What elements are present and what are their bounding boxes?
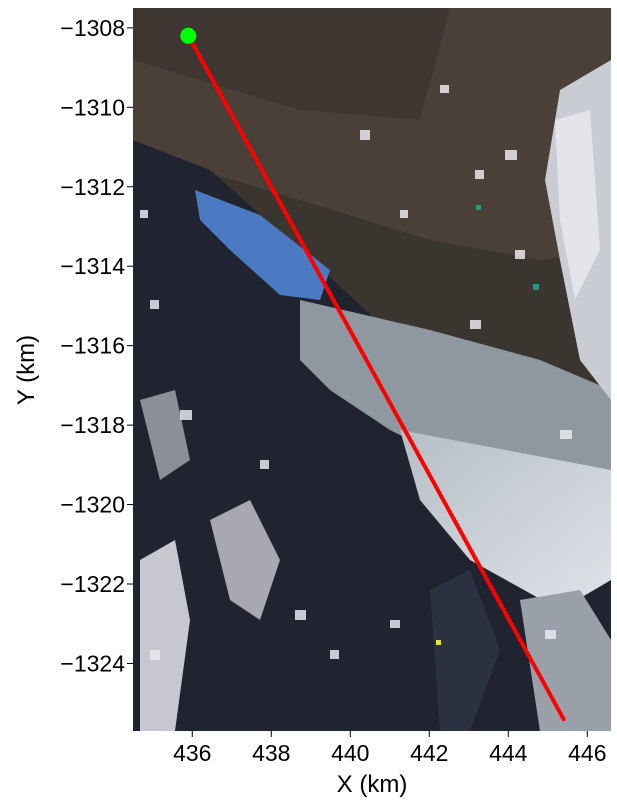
y-tick-label: −1316 [60,333,125,359]
x-tick-label: 444 [489,740,528,766]
y-tick-label: −1310 [60,94,125,120]
y-axis-label: Y (km) [13,335,40,405]
y-tick-label: −1324 [60,650,125,676]
x-axis-label: X (km) [337,771,408,798]
profile-marks [180,27,566,722]
x-tick-label: 446 [568,740,606,766]
satellite-imagery [133,8,611,731]
y-tick-label: −1308 [60,15,125,41]
x-tick-label: 440 [331,740,369,766]
x-tick-label: 442 [410,740,448,766]
x-axis-ticks: 436 438 440 442 444 446 [173,731,606,766]
y-tick-label: −1312 [60,174,125,200]
y-tick-label: −1320 [60,492,125,518]
x-tick-label: 436 [173,740,211,766]
y-axis-ticks: −1308 −1310 −1312 −1314 −1316 −1318 −1320 −1322… [60,15,133,676]
y-tick-label: −1314 [60,253,125,279]
y-tick-label: −1318 [60,412,125,438]
y-tick-label: −1322 [60,571,125,597]
profile-line [186,33,566,722]
profile-start-point [180,27,197,44]
x-tick-label: 438 [252,740,290,766]
